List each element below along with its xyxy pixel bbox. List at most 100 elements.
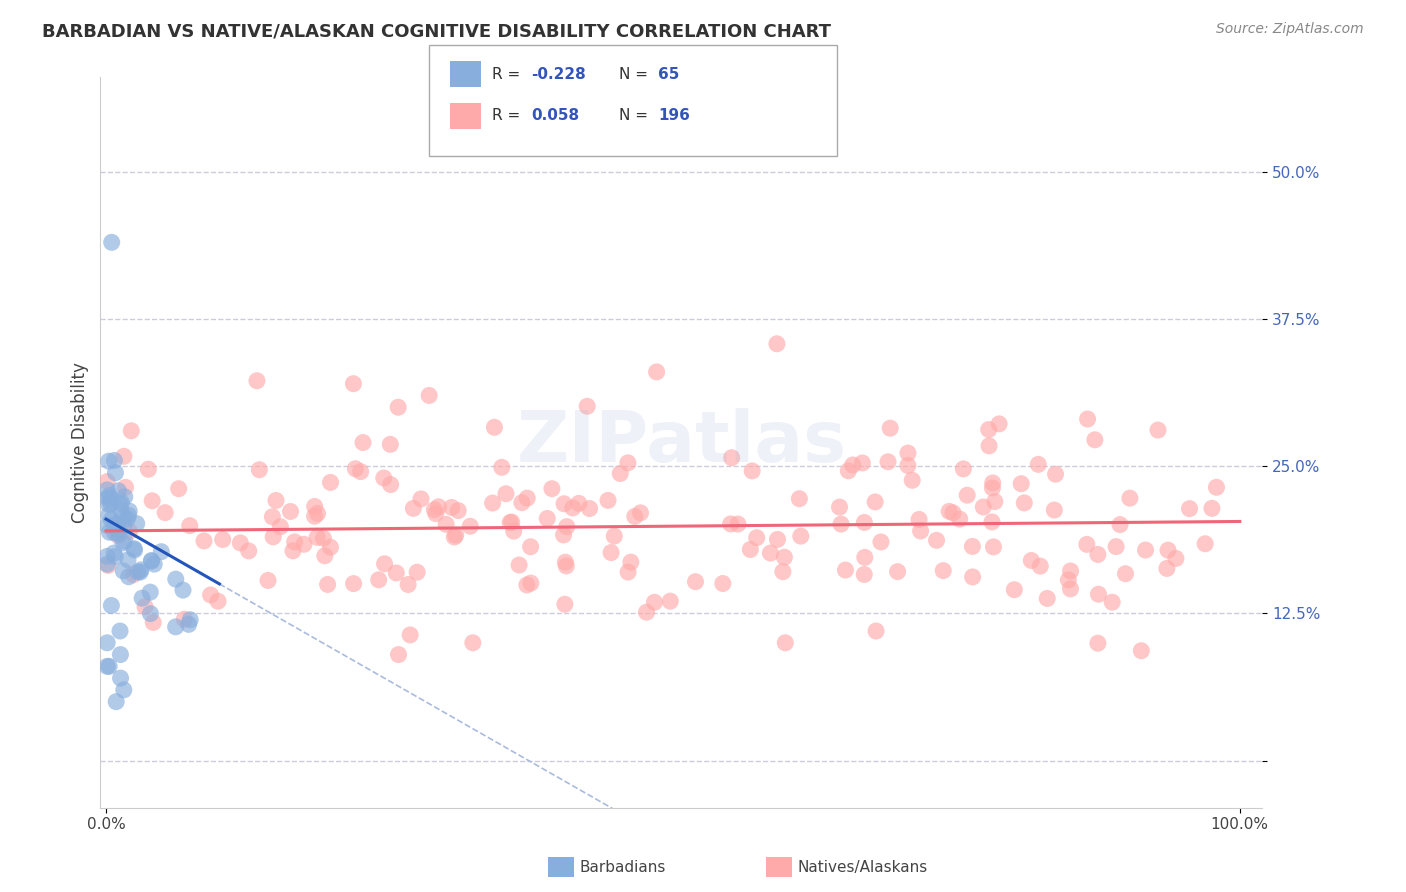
Point (727, 516, 749, 531)
Point (281, 543, 304, 558)
Point (385, 566, 408, 580)
Point (319, 475, 342, 490)
Point (173, 612, 195, 626)
Point (458, 519, 481, 533)
Point (104, 549, 127, 564)
Point (96, 491, 118, 505)
Point (118, 504, 141, 518)
Point (165, 572, 187, 586)
Point (1105, 540, 1128, 554)
Point (910, 524, 932, 538)
Point (578, 501, 600, 516)
Text: R =: R = (492, 67, 526, 81)
Text: 0.058: 0.058 (531, 109, 579, 123)
Point (120, 424, 142, 438)
Point (342, 576, 364, 591)
Point (304, 500, 326, 514)
Point (886, 565, 908, 579)
Point (141, 493, 163, 508)
Point (314, 549, 336, 563)
Point (117, 553, 139, 567)
Point (938, 504, 960, 518)
Point (759, 546, 782, 560)
Point (520, 576, 543, 591)
Point (418, 388, 440, 402)
Point (380, 437, 402, 451)
Point (536, 511, 558, 525)
Point (1205, 480, 1227, 494)
Point (138, 462, 160, 476)
Point (131, 591, 153, 606)
Point (870, 535, 893, 549)
Point (124, 543, 146, 558)
Point (600, 545, 623, 559)
Point (264, 493, 287, 508)
Point (96, 636, 118, 650)
Text: ZIPatlas: ZIPatlas (516, 408, 846, 477)
Point (1201, 501, 1223, 516)
Point (508, 558, 530, 572)
Point (516, 491, 538, 505)
Point (617, 456, 640, 470)
Point (949, 512, 972, 526)
Point (510, 496, 533, 510)
Point (108, 524, 131, 539)
Point (122, 567, 145, 582)
Point (1059, 582, 1081, 596)
Point (901, 473, 924, 487)
Text: 65: 65 (658, 67, 679, 81)
Point (100, 599, 122, 613)
Point (98, 489, 121, 503)
Point (1076, 537, 1098, 551)
Point (790, 529, 813, 543)
Point (211, 533, 233, 547)
Point (720, 516, 742, 531)
Point (100, 513, 122, 527)
Point (1002, 582, 1025, 597)
Point (139, 585, 162, 599)
Point (280, 504, 302, 518)
Point (118, 524, 141, 539)
Point (865, 624, 887, 638)
Point (932, 564, 955, 578)
Point (596, 493, 619, 508)
Point (110, 497, 132, 511)
Text: Barbadians: Barbadians (579, 860, 665, 874)
Point (257, 574, 280, 588)
Point (636, 605, 658, 619)
Point (179, 518, 201, 533)
Point (111, 536, 134, 550)
Point (425, 507, 447, 521)
Point (495, 487, 517, 501)
Point (1164, 551, 1187, 566)
Point (108, 624, 131, 638)
Point (112, 510, 135, 524)
Point (1014, 496, 1036, 510)
Point (516, 578, 538, 592)
Point (100, 497, 122, 511)
Point (1059, 564, 1081, 578)
Point (1021, 553, 1043, 567)
Text: 196: 196 (658, 109, 690, 123)
Point (103, 546, 125, 560)
Point (396, 577, 419, 591)
Point (576, 399, 599, 413)
Point (1147, 423, 1170, 437)
Point (491, 460, 513, 475)
Point (107, 483, 129, 498)
Text: BARBADIAN VS NATIVE/ALASKAN COGNITIVE DISABILITY CORRELATION CHART: BARBADIAN VS NATIVE/ALASKAN COGNITIVE DI… (42, 22, 831, 40)
Point (97, 454, 120, 468)
Point (711, 576, 734, 591)
Point (1029, 559, 1052, 574)
Point (685, 574, 707, 589)
Point (402, 501, 425, 516)
Point (853, 550, 876, 565)
Point (444, 528, 467, 542)
Point (229, 536, 252, 550)
Point (659, 594, 682, 608)
Point (1157, 543, 1180, 558)
Point (645, 365, 668, 379)
Point (247, 463, 270, 477)
Point (740, 542, 762, 557)
Point (107, 529, 129, 543)
